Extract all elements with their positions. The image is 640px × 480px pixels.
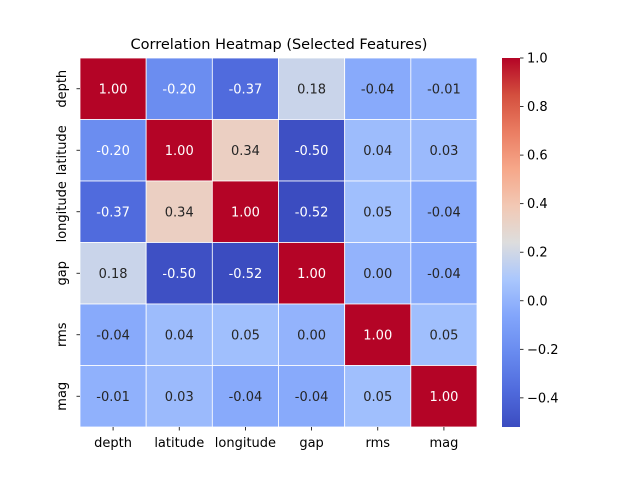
heatmap-cell-value: 0.34 (165, 205, 194, 220)
colorbar-tick-label: −0.2 (527, 343, 559, 358)
heatmap-cell-value: 0.18 (99, 267, 128, 282)
heatmap-cell-value: 0.05 (363, 205, 392, 220)
heatmap-cell-gap-depth (79, 242, 147, 305)
heatmap-cell-gap-mag (410, 242, 478, 305)
heatmap-cells: 1.00 -0.20 -0.37 0.18 -0.04 -0.01 -0.20 1.00 0.3… (79, 57, 478, 428)
y-tick-label: longitude (55, 181, 70, 242)
heatmap-cell-gap-longitude (211, 242, 279, 305)
heatmap-cell-value: -0.50 (162, 267, 196, 282)
heatmap-cell-rms-depth (79, 303, 147, 366)
heatmap-cell-value: 1.00 (363, 328, 392, 343)
heatmap-cell-mag-mag (410, 365, 478, 428)
heatmap-cell-value: 0.04 (165, 328, 194, 343)
heatmap-cell-value: 0.05 (363, 390, 392, 405)
heatmap-cell-value: -0.04 (229, 390, 263, 405)
y-tick-label: depth (55, 70, 70, 108)
heatmap-cell-value: 0.03 (165, 390, 194, 405)
heatmap-cell-longitude-latitude (145, 180, 213, 243)
heatmap-cell-value: 0.34 (231, 144, 260, 159)
colorbar-tick-label: 0.6 (527, 149, 548, 164)
colorbar-tick-label: 0.8 (527, 100, 548, 115)
heatmap-cell-value: 1.00 (429, 390, 458, 405)
heatmap-cell-value: 1.00 (165, 144, 194, 159)
heatmap-cell-value: -0.20 (96, 144, 130, 159)
heatmap-cell-gap-gap (278, 242, 346, 305)
heatmap-cell-mag-depth (79, 365, 147, 428)
heatmap-cell-value: 0.18 (297, 82, 326, 97)
heatmap-cell-latitude-mag (410, 119, 478, 182)
heatmap-cell-longitude-gap (278, 180, 346, 243)
x-tick-label: latitude (154, 436, 204, 451)
heatmap-cell-latitude-gap (278, 119, 346, 182)
colorbar: 1.0 0.8 0.6 0.4 0.2 0.0 −0.2 −0.4 (502, 52, 559, 427)
heatmap-cell-value: -0.37 (229, 82, 263, 97)
colorbar-tick-label: 0.4 (527, 197, 548, 212)
heatmap-cell-mag-rms (344, 365, 412, 428)
heatmap-cell-value: -0.52 (229, 267, 263, 282)
heatmap-cell-depth-depth (79, 57, 147, 120)
heatmap-cell-value: -0.01 (96, 390, 130, 405)
heatmap-cell-value: -0.04 (427, 205, 461, 220)
heatmap-cell-value: 0.04 (363, 144, 392, 159)
x-tick-label: rms (365, 436, 390, 451)
heatmap-cell-depth-latitude (145, 57, 213, 120)
heatmap-cell-longitude-mag (410, 180, 478, 243)
heatmap-cell-value: -0.04 (361, 82, 395, 97)
heatmap-cell-value: 1.00 (297, 267, 326, 282)
heatmap-cell-longitude-depth (79, 180, 147, 243)
y-tick-label: latitude (55, 125, 70, 175)
heatmap-cell-value: 0.05 (231, 328, 260, 343)
heatmap-cell-value: 0.00 (363, 267, 392, 282)
heatmap-cell-value: -0.01 (427, 82, 461, 97)
y-tick-label: rms (55, 322, 70, 347)
heatmap-cell-longitude-rms (344, 180, 412, 243)
colorbar-tick-label: −0.4 (527, 391, 559, 406)
heatmap-cell-value: -0.52 (295, 205, 329, 220)
heatmap-cell-rms-longitude (211, 303, 279, 366)
heatmap-cell-gap-latitude (145, 242, 213, 305)
colorbar-tick-label: 0.2 (527, 246, 548, 261)
heatmap-cell-value: -0.20 (162, 82, 196, 97)
heatmap-cell-depth-rms (344, 57, 412, 120)
y-tick-label: mag (55, 382, 70, 411)
heatmap-cell-value: 0.05 (429, 328, 458, 343)
colorbar-gradient (502, 58, 520, 427)
heatmap-cell-value: 0.00 (297, 328, 326, 343)
heatmap-cell-value: 1.00 (99, 82, 128, 97)
chart-title: Correlation Heatmap (Selected Features) (131, 37, 428, 53)
y-axis-tick-labels: depth latitude longitude gap rms mag (55, 70, 80, 411)
heatmap-cell-depth-mag (410, 57, 478, 120)
heatmap-cell-value: -0.04 (427, 267, 461, 282)
heatmap-cell-rms-gap (278, 303, 346, 366)
x-tick-label: longitude (215, 436, 276, 451)
heatmap-cell-gap-rms (344, 242, 412, 305)
x-tick-label: gap (299, 436, 323, 451)
heatmap-cell-rms-rms (344, 303, 412, 366)
colorbar-tick-label: 0.0 (527, 294, 548, 309)
x-tick-label: depth (94, 436, 132, 451)
heatmap-cell-value: 1.00 (231, 205, 260, 220)
x-axis-tick-labels: depth latitude longitude gap rms mag (94, 427, 458, 451)
heatmap-cell-latitude-latitude (145, 119, 213, 182)
heatmap-cell-value: 0.03 (429, 144, 458, 159)
heatmap-cell-depth-gap (278, 57, 346, 120)
y-tick-label: gap (55, 261, 70, 285)
heatmap-cell-depth-longitude (211, 57, 279, 120)
heatmap-cell-value: -0.04 (96, 328, 130, 343)
heatmap-cell-value: -0.04 (295, 390, 329, 405)
heatmap-cell-value: -0.37 (96, 205, 130, 220)
heatmap-cell-rms-mag (410, 303, 478, 366)
colorbar-tick-label: 1.0 (527, 52, 548, 67)
x-tick-label: mag (429, 436, 458, 451)
heatmap-cell-value: -0.50 (295, 144, 329, 159)
